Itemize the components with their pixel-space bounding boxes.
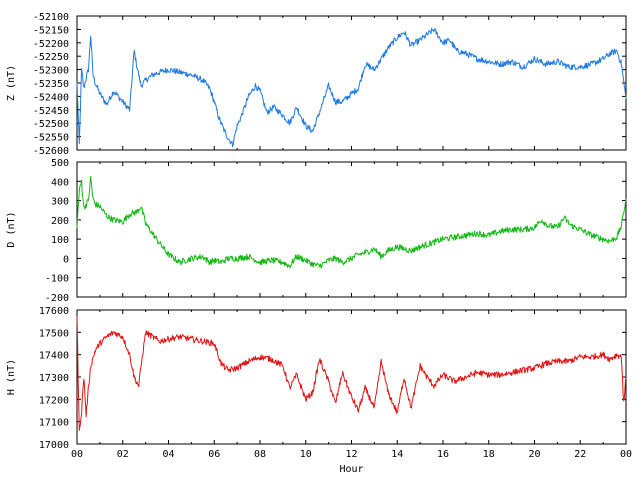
h-axes-frame [76,309,627,445]
d-y-axis-label: D (nT) [6,211,17,247]
x-tick-label: 16 [437,449,449,460]
d-ytick-label: -200 [45,293,69,304]
d-panel: 500 400 300 200 100 0 -100 -200 D (nT) [6,158,627,304]
z-ytick-label: -52400 [33,92,69,103]
x-tick-label: 22 [574,449,586,460]
x-tick-label: 02 [117,449,129,460]
h-ytick-label: 17200 [39,395,69,406]
x-tick-label: 12 [345,449,357,460]
h-series-line [76,316,627,431]
z-ytick-label: -52500 [33,119,69,130]
d-ytick-label: 500 [51,158,69,169]
z-ytick-label: -52250 [33,52,69,63]
h-ytick-label: 17000 [39,440,69,451]
h-ytick-label: 17600 [39,306,69,317]
h-ytick-label: 17500 [39,328,69,339]
z-ytick-label: -52450 [33,106,69,117]
z-y-axis-label: Z (nT) [6,65,17,101]
z-ytick-label: -52200 [33,39,69,50]
d-ytick-label: 0 [63,254,69,265]
h-ytick-label: 17400 [39,351,69,362]
x-tick-label: 00 [71,449,83,460]
d-series-line [76,175,627,269]
x-tick-label: 20 [528,449,540,460]
z-ytick-label: -52100 [33,12,69,23]
z-ytick-label: -52300 [33,66,69,77]
x-tick-label: 04 [162,449,174,460]
x-tick-label: 10 [300,449,312,460]
x-tick-label: 06 [208,449,220,460]
h-ytick-label: 17100 [39,418,69,429]
h-y-axis-label: H (nT) [6,359,17,395]
d-ytick-label: 400 [51,177,69,188]
x-tick-label: 18 [483,449,495,460]
z-panel: -52100 -52150 -52200 -52250 -52300 -52350 -524… [6,12,627,157]
z-ytick-label: -52600 [33,146,69,157]
x-axis-label: Hour [339,464,363,475]
x-tick-label: 08 [254,449,266,460]
z-ytick-label: -52150 [33,25,69,36]
d-ytick-label: 300 [51,197,69,208]
h-ytick-label: 17300 [39,373,69,384]
z-ytick-label: -52550 [33,133,69,144]
x-tick-label: 00 [620,449,632,460]
d-ytick-label: 200 [51,216,69,227]
x-tick-label: 14 [391,449,403,460]
z-ytick-label: -52350 [33,79,69,90]
d-ytick-label: -100 [45,274,69,285]
z-series-line [76,27,627,147]
d-axes-frame [76,161,627,298]
d-ytick-label: 100 [51,235,69,246]
z-axes-frame [76,15,627,151]
